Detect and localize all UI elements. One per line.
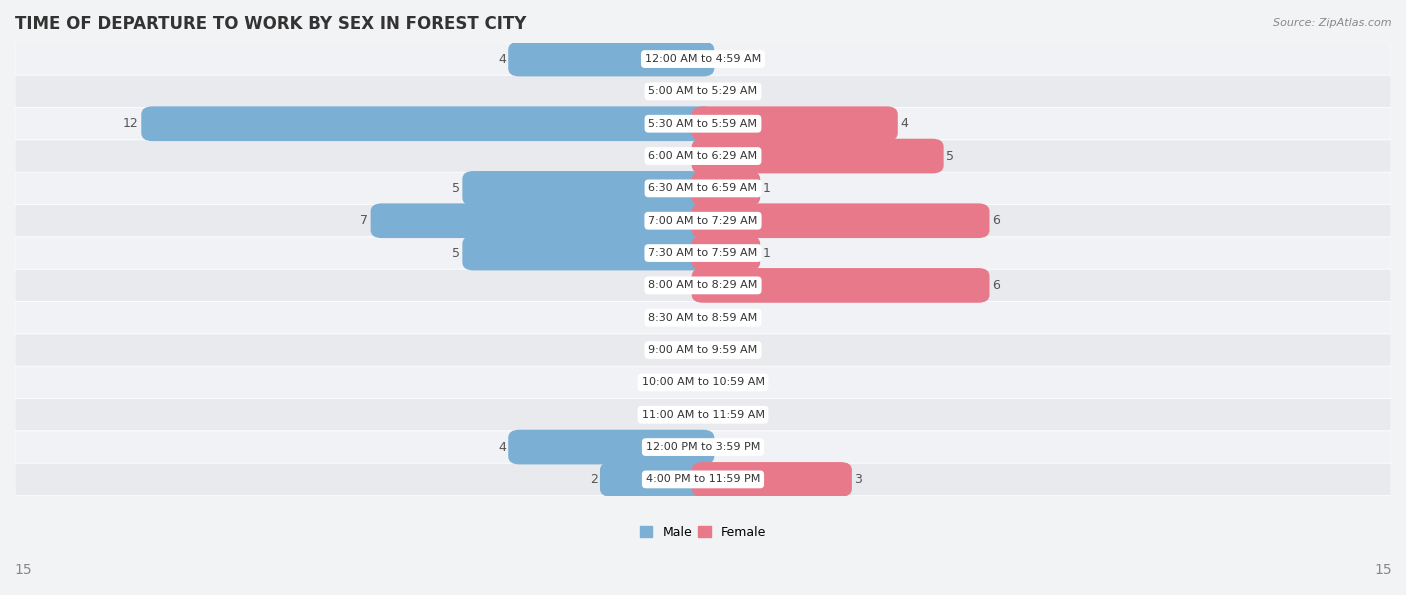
Text: 12:00 PM to 3:59 PM: 12:00 PM to 3:59 PM [645, 442, 761, 452]
Text: 0: 0 [682, 408, 689, 421]
FancyBboxPatch shape [508, 430, 714, 465]
Text: 11:00 AM to 11:59 AM: 11:00 AM to 11:59 AM [641, 410, 765, 419]
FancyBboxPatch shape [15, 464, 1391, 496]
Text: 6: 6 [993, 279, 1000, 292]
Text: 8:00 AM to 8:29 AM: 8:00 AM to 8:29 AM [648, 280, 758, 290]
FancyBboxPatch shape [508, 42, 714, 76]
Text: 10:00 AM to 10:59 AM: 10:00 AM to 10:59 AM [641, 377, 765, 387]
FancyBboxPatch shape [15, 205, 1391, 237]
Text: 3: 3 [855, 473, 862, 486]
FancyBboxPatch shape [692, 171, 761, 206]
Text: 0: 0 [717, 311, 724, 324]
Text: 5: 5 [946, 149, 955, 162]
Text: 5: 5 [451, 182, 460, 195]
Text: 0: 0 [717, 85, 724, 98]
FancyBboxPatch shape [15, 237, 1391, 269]
Text: TIME OF DEPARTURE TO WORK BY SEX IN FOREST CITY: TIME OF DEPARTURE TO WORK BY SEX IN FORE… [15, 15, 526, 33]
Text: 5: 5 [451, 246, 460, 259]
Text: 2: 2 [589, 473, 598, 486]
Text: 9:00 AM to 9:59 AM: 9:00 AM to 9:59 AM [648, 345, 758, 355]
Text: 12: 12 [124, 117, 139, 130]
FancyBboxPatch shape [15, 108, 1391, 140]
Text: 8:30 AM to 8:59 AM: 8:30 AM to 8:59 AM [648, 313, 758, 322]
Text: 0: 0 [682, 149, 689, 162]
Text: 1: 1 [762, 182, 770, 195]
Text: 0: 0 [717, 408, 724, 421]
Text: 0: 0 [717, 376, 724, 389]
FancyBboxPatch shape [463, 236, 714, 270]
Text: 0: 0 [682, 279, 689, 292]
FancyBboxPatch shape [15, 334, 1391, 367]
FancyBboxPatch shape [692, 236, 761, 270]
Text: 12:00 AM to 4:59 AM: 12:00 AM to 4:59 AM [645, 54, 761, 64]
Text: 15: 15 [14, 563, 32, 577]
Text: 5:00 AM to 5:29 AM: 5:00 AM to 5:29 AM [648, 86, 758, 96]
FancyBboxPatch shape [15, 140, 1391, 172]
Text: 1: 1 [762, 246, 770, 259]
FancyBboxPatch shape [692, 139, 943, 173]
Text: 15: 15 [1374, 563, 1392, 577]
Text: 4: 4 [498, 52, 506, 65]
Text: 7: 7 [360, 214, 368, 227]
FancyBboxPatch shape [15, 43, 1391, 75]
Text: 0: 0 [682, 311, 689, 324]
Text: 7:00 AM to 7:29 AM: 7:00 AM to 7:29 AM [648, 216, 758, 226]
Legend: Male, Female: Male, Female [636, 521, 770, 544]
FancyBboxPatch shape [15, 302, 1391, 334]
FancyBboxPatch shape [463, 171, 714, 206]
Text: 6:00 AM to 6:29 AM: 6:00 AM to 6:29 AM [648, 151, 758, 161]
Text: 4:00 PM to 11:59 PM: 4:00 PM to 11:59 PM [645, 474, 761, 484]
Text: Source: ZipAtlas.com: Source: ZipAtlas.com [1274, 18, 1392, 28]
FancyBboxPatch shape [371, 203, 714, 238]
Text: 0: 0 [717, 52, 724, 65]
FancyBboxPatch shape [692, 462, 852, 497]
FancyBboxPatch shape [15, 431, 1391, 464]
FancyBboxPatch shape [141, 107, 714, 141]
FancyBboxPatch shape [600, 462, 714, 497]
Text: 0: 0 [682, 376, 689, 389]
Text: 5:30 AM to 5:59 AM: 5:30 AM to 5:59 AM [648, 119, 758, 129]
Text: 4: 4 [498, 440, 506, 453]
FancyBboxPatch shape [15, 399, 1391, 431]
Text: 0: 0 [682, 343, 689, 356]
FancyBboxPatch shape [15, 367, 1391, 399]
FancyBboxPatch shape [692, 203, 990, 238]
Text: 4: 4 [900, 117, 908, 130]
Text: 0: 0 [682, 85, 689, 98]
FancyBboxPatch shape [15, 172, 1391, 205]
Text: 6:30 AM to 6:59 AM: 6:30 AM to 6:59 AM [648, 183, 758, 193]
Text: 7:30 AM to 7:59 AM: 7:30 AM to 7:59 AM [648, 248, 758, 258]
FancyBboxPatch shape [15, 75, 1391, 108]
FancyBboxPatch shape [15, 269, 1391, 302]
FancyBboxPatch shape [692, 107, 898, 141]
Text: 6: 6 [993, 214, 1000, 227]
FancyBboxPatch shape [692, 268, 990, 303]
Text: 0: 0 [717, 440, 724, 453]
Text: 0: 0 [717, 343, 724, 356]
